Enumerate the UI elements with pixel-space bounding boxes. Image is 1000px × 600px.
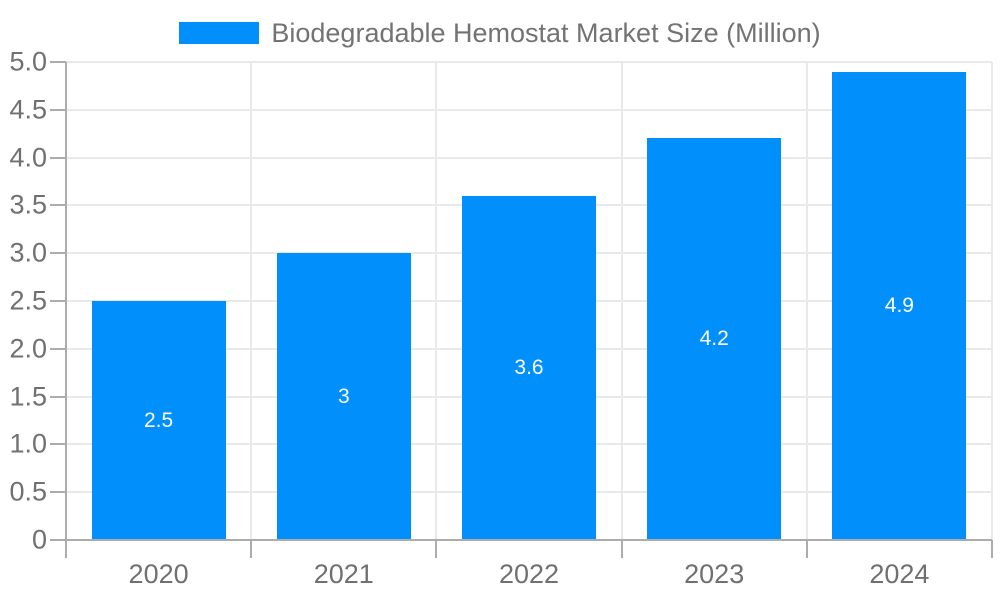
legend-swatch [179, 22, 260, 44]
x-axis-tick [805, 540, 808, 558]
h-gridline [66, 156, 992, 159]
y-axis-tick [50, 443, 66, 446]
y-axis-tick-label: 4.5 [9, 94, 47, 125]
bar-2021[interactable]: 3 [276, 253, 411, 540]
y-axis-tick [50, 61, 66, 63]
legend[interactable]: Biodegradable Hemostat Market Size (Mill… [0, 14, 1000, 52]
h-gridline [66, 61, 992, 63]
v-gridline [435, 62, 438, 540]
x-axis-tick [620, 540, 623, 558]
bar-value-label: 4.2 [699, 327, 729, 351]
y-axis-tick-label: 1.0 [9, 428, 47, 459]
y-axis-line [65, 62, 67, 558]
y-axis-tick [50, 491, 66, 494]
y-axis-tick [50, 395, 66, 398]
bar-value-label: 4.9 [884, 293, 914, 317]
x-axis-tick-label: 2024 [869, 559, 930, 589]
x-axis-tick-label: 2021 [313, 559, 374, 589]
bar-2020[interactable]: 2.5 [91, 301, 226, 540]
x-axis-tick-label: 2023 [684, 559, 745, 589]
bar-2022[interactable]: 3.6 [462, 195, 596, 540]
bar-value-label: 3 [337, 384, 350, 408]
x-axis-tick [250, 540, 253, 558]
h-gridline [66, 108, 992, 111]
y-axis-tick [50, 252, 66, 255]
y-axis-tick [50, 539, 66, 541]
y-axis-tick-label: 1.5 [9, 381, 47, 412]
y-axis-tick-label: 3.0 [9, 237, 47, 268]
y-axis-tick-label: 0.5 [9, 476, 47, 507]
bar-2023[interactable]: 4.2 [647, 138, 782, 540]
y-axis-tick-label: 2.0 [9, 333, 47, 364]
y-axis-tick-label: 3.5 [9, 189, 47, 220]
y-axis-tick-label: 0 [31, 524, 47, 555]
x-axis-tick-label: 2022 [498, 559, 560, 589]
y-axis-tick [50, 108, 66, 111]
y-axis-tick-label: 2.5 [9, 285, 47, 316]
v-gridline [991, 62, 993, 540]
v-gridline [250, 62, 253, 540]
bar-value-label: 3.6 [514, 355, 544, 379]
legend-label: Biodegradable Hemostat Market Size (Mill… [271, 17, 821, 48]
x-axis-tick [65, 540, 67, 558]
y-axis-tick-label: 5.0 [9, 46, 47, 77]
v-gridline [805, 62, 808, 540]
y-axis-tick [50, 204, 66, 207]
y-axis-tick [50, 347, 66, 350]
y-axis-tick-label: 4.0 [9, 142, 47, 173]
x-axis-tick-label: 2020 [128, 559, 189, 589]
x-axis-tick [435, 540, 438, 558]
v-gridline [620, 62, 623, 540]
y-axis-tick [50, 300, 66, 302]
bar-value-label: 2.5 [143, 408, 174, 432]
x-axis-line [66, 539, 992, 541]
y-axis-tick [50, 156, 66, 159]
bar-2024[interactable]: 4.9 [832, 71, 967, 540]
x-axis-tick [991, 540, 993, 558]
